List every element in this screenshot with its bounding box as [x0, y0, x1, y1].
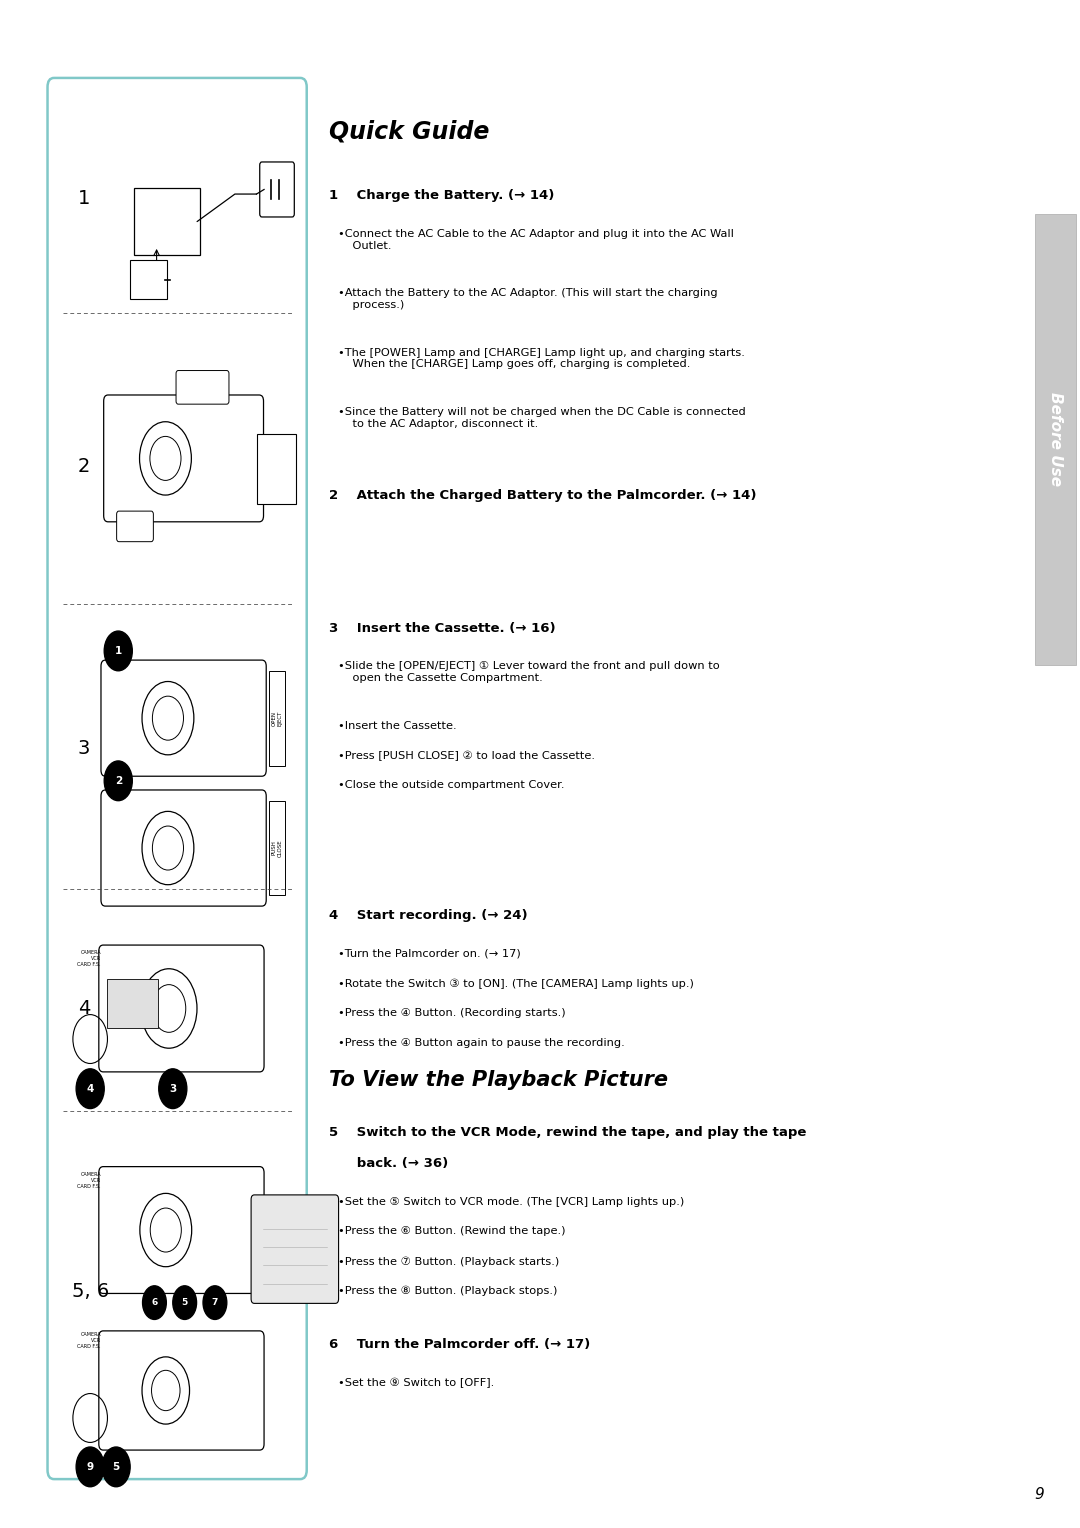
FancyBboxPatch shape [1035, 214, 1076, 665]
Text: 5: 5 [181, 1299, 188, 1306]
Text: •Press the ⑥ Button. (Rewind the tape.): •Press the ⑥ Button. (Rewind the tape.) [338, 1227, 566, 1236]
FancyBboxPatch shape [270, 671, 285, 766]
Text: •Slide the [OPEN/EJECT] ① Lever toward the front and pull down to
    open the C: •Slide the [OPEN/EJECT] ① Lever toward t… [338, 662, 719, 683]
Text: •The [POWER] Lamp and [CHARGE] Lamp light up, and charging starts.
    When the : •The [POWER] Lamp and [CHARGE] Lamp ligh… [338, 348, 745, 370]
FancyBboxPatch shape [117, 510, 153, 542]
FancyBboxPatch shape [99, 944, 265, 1073]
Text: OPEN
EJECT: OPEN EJECT [272, 711, 282, 726]
Text: 1: 1 [114, 646, 122, 656]
FancyBboxPatch shape [260, 162, 294, 217]
Text: 6: 6 [151, 1299, 158, 1306]
FancyBboxPatch shape [108, 979, 159, 1028]
Circle shape [102, 1447, 131, 1487]
Circle shape [173, 1287, 197, 1319]
Text: 2: 2 [78, 457, 90, 475]
FancyBboxPatch shape [104, 394, 264, 521]
FancyBboxPatch shape [270, 801, 285, 895]
Text: •Attach the Battery to the AC Adaptor. (This will start the charging
    process: •Attach the Battery to the AC Adaptor. (… [338, 289, 718, 310]
Text: •Insert the Cassette.: •Insert the Cassette. [338, 721, 457, 730]
Text: •Since the Battery will not be charged when the DC Cable is connected
    to the: •Since the Battery will not be charged w… [338, 406, 746, 429]
Circle shape [203, 1287, 227, 1319]
FancyBboxPatch shape [102, 660, 266, 776]
Text: 1: 1 [78, 189, 90, 208]
Text: •Press the ④ Button again to pause the recording.: •Press the ④ Button again to pause the r… [338, 1038, 625, 1048]
Text: CAMERA
VCR
CARD F.S.: CAMERA VCR CARD F.S. [78, 950, 102, 967]
Text: Quick Guide: Quick Guide [329, 119, 489, 144]
Text: •Press [PUSH CLOSE] ② to load the Cassette.: •Press [PUSH CLOSE] ② to load the Casset… [338, 750, 595, 761]
Text: •Connect the AC Cable to the AC Adaptor and plug it into the AC Wall
    Outlet.: •Connect the AC Cable to the AC Adaptor … [338, 229, 734, 251]
Text: CAMERA
VCR
CARD F.S.: CAMERA VCR CARD F.S. [78, 1332, 102, 1349]
FancyBboxPatch shape [251, 1195, 339, 1303]
Circle shape [105, 761, 133, 801]
FancyBboxPatch shape [102, 790, 266, 906]
Text: 9: 9 [1034, 1487, 1044, 1502]
Text: 9: 9 [86, 1462, 94, 1471]
Text: 4: 4 [78, 999, 90, 1018]
Text: 2: 2 [114, 776, 122, 785]
Text: 4    Start recording. (→ 24): 4 Start recording. (→ 24) [329, 909, 528, 923]
Text: •Rotate the Switch ③ to [ON]. (The [CAMERA] Lamp lights up.): •Rotate the Switch ③ to [ON]. (The [CAME… [338, 978, 694, 989]
Text: 5: 5 [112, 1462, 120, 1471]
Text: 4: 4 [86, 1083, 94, 1094]
Circle shape [77, 1447, 105, 1487]
Text: 3: 3 [78, 740, 90, 758]
Text: •Press the ⑧ Button. (Playback stops.): •Press the ⑧ Button. (Playback stops.) [338, 1287, 557, 1296]
FancyBboxPatch shape [176, 370, 229, 405]
Text: back. (→ 36): back. (→ 36) [329, 1157, 448, 1170]
FancyBboxPatch shape [130, 260, 166, 299]
FancyBboxPatch shape [257, 434, 296, 504]
Circle shape [159, 1070, 187, 1108]
FancyBboxPatch shape [135, 188, 201, 255]
Text: 6    Turn the Palmcorder off. (→ 17): 6 Turn the Palmcorder off. (→ 17) [329, 1339, 591, 1351]
Text: •Set the ⑨ Switch to [OFF].: •Set the ⑨ Switch to [OFF]. [338, 1378, 495, 1387]
Circle shape [77, 1070, 105, 1108]
Circle shape [105, 631, 133, 671]
Text: 5, 6: 5, 6 [72, 1282, 109, 1300]
Text: 1    Charge the Battery. (→ 14): 1 Charge the Battery. (→ 14) [329, 189, 555, 203]
FancyBboxPatch shape [99, 1167, 265, 1293]
Text: •Set the ⑤ Switch to VCR mode. (The [VCR] Lamp lights up.): •Set the ⑤ Switch to VCR mode. (The [VCR… [338, 1196, 685, 1207]
Text: 3: 3 [170, 1083, 176, 1094]
Text: •Turn the Palmcorder on. (→ 17): •Turn the Palmcorder on. (→ 17) [338, 949, 521, 958]
Text: To View the Playback Picture: To View the Playback Picture [329, 1070, 669, 1089]
Text: 2    Attach the Charged Battery to the Palmcorder. (→ 14): 2 Attach the Charged Battery to the Palm… [329, 489, 757, 503]
Text: 5    Switch to the VCR Mode, rewind the tape, and play the tape: 5 Switch to the VCR Mode, rewind the tap… [329, 1126, 807, 1140]
Text: 7: 7 [212, 1299, 218, 1306]
Text: CAMERA
VCR
CARD F.S.: CAMERA VCR CARD F.S. [78, 1172, 102, 1189]
Circle shape [143, 1287, 166, 1319]
FancyBboxPatch shape [99, 1331, 265, 1450]
Text: •Close the outside compartment Cover.: •Close the outside compartment Cover. [338, 781, 565, 790]
Text: PUSH
CLOSE: PUSH CLOSE [272, 839, 282, 857]
Text: 3    Insert the Cassette. (→ 16): 3 Insert the Cassette. (→ 16) [329, 622, 556, 636]
FancyBboxPatch shape [48, 78, 307, 1479]
Text: Before Use: Before Use [1048, 393, 1063, 486]
Text: •Press the ⑦ Button. (Playback starts.): •Press the ⑦ Button. (Playback starts.) [338, 1256, 559, 1267]
Text: •Press the ④ Button. (Recording starts.): •Press the ④ Button. (Recording starts.) [338, 1008, 566, 1018]
